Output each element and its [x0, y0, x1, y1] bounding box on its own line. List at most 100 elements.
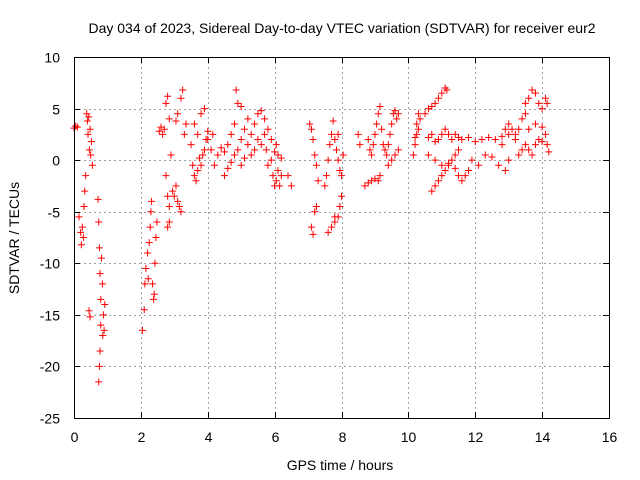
data-point [485, 133, 493, 141]
data-point [481, 151, 489, 159]
data-point [251, 146, 259, 154]
data-point [210, 161, 218, 169]
data-point [378, 125, 386, 133]
data-point [501, 125, 509, 133]
data-point [441, 166, 449, 174]
data-point [338, 192, 345, 200]
data-point [85, 113, 93, 121]
data-point [431, 182, 439, 190]
data-point [172, 117, 180, 125]
data-point [475, 161, 483, 169]
data-point [336, 166, 344, 174]
data-point [538, 123, 546, 131]
data-point [207, 146, 215, 154]
data-point [189, 161, 197, 169]
data-point [321, 182, 329, 190]
data-point [237, 161, 245, 169]
data-point [448, 136, 456, 144]
data-point [311, 151, 319, 159]
data-point [505, 130, 513, 138]
data-point [217, 144, 225, 152]
data-point [231, 151, 238, 159]
data-point [160, 125, 168, 133]
data-point [96, 270, 104, 278]
data-point [237, 136, 245, 144]
data-point [324, 228, 332, 236]
data-point [179, 86, 187, 94]
data-point [424, 133, 432, 141]
data-point [264, 125, 272, 133]
data-point [322, 172, 330, 180]
data-point [545, 148, 553, 156]
data-point [336, 203, 344, 211]
data-point [411, 141, 419, 149]
data-point [448, 156, 456, 164]
y-tick-label: -20 [40, 359, 60, 375]
data-point [361, 182, 369, 190]
data-point [142, 264, 150, 272]
data-point [391, 107, 399, 115]
data-point [86, 313, 94, 321]
data-point [478, 136, 486, 144]
data-point [495, 161, 503, 169]
x-tick-label: 0 [71, 429, 79, 445]
data-point [88, 161, 96, 169]
data-point [251, 120, 259, 128]
data-point [257, 141, 265, 149]
x-tick-label: 2 [138, 429, 146, 445]
data-point [261, 115, 269, 123]
data-point [164, 192, 172, 200]
data-point [521, 99, 529, 107]
data-point [254, 136, 262, 144]
ticks [74, 57, 610, 419]
data-point [327, 223, 335, 231]
data-point [241, 125, 249, 133]
data-point [334, 213, 342, 221]
y-tick-label: -25 [40, 411, 60, 427]
data-point [498, 132, 506, 140]
data-point [364, 136, 372, 144]
data-point [169, 187, 177, 195]
data-point [199, 151, 207, 159]
data-point [434, 94, 442, 102]
data-point [146, 223, 154, 231]
data-point [200, 146, 208, 154]
data-point [338, 172, 345, 180]
data-point [416, 115, 424, 123]
data-point [501, 166, 509, 174]
data-point [393, 115, 401, 123]
data-point [101, 301, 109, 309]
data-point [99, 311, 107, 319]
data-point [192, 177, 200, 185]
data-point [272, 177, 280, 185]
data-point [150, 290, 158, 298]
data-point [155, 127, 163, 135]
data-point [144, 275, 152, 283]
x-tick-label: 10 [401, 429, 417, 445]
data-point [247, 130, 255, 138]
data-point [152, 234, 160, 241]
data-point [468, 156, 476, 164]
data-point [309, 230, 317, 238]
data-point [306, 120, 314, 128]
data-point [541, 130, 549, 138]
data-point [525, 146, 533, 154]
data-point [172, 182, 180, 190]
data-point [287, 182, 295, 190]
data-point [505, 156, 513, 164]
data-point [434, 136, 442, 144]
data-point [331, 136, 339, 144]
data-point [441, 125, 449, 133]
data-point [428, 130, 436, 138]
data-point [174, 110, 182, 118]
data-point [200, 105, 208, 113]
data-point [140, 306, 148, 314]
data-point [77, 228, 85, 236]
data-point [145, 239, 153, 247]
data-point [455, 172, 463, 180]
data-point [94, 195, 102, 203]
data-point [147, 208, 155, 216]
data-point [195, 154, 203, 162]
data-point [384, 161, 392, 169]
data-point [149, 280, 157, 288]
